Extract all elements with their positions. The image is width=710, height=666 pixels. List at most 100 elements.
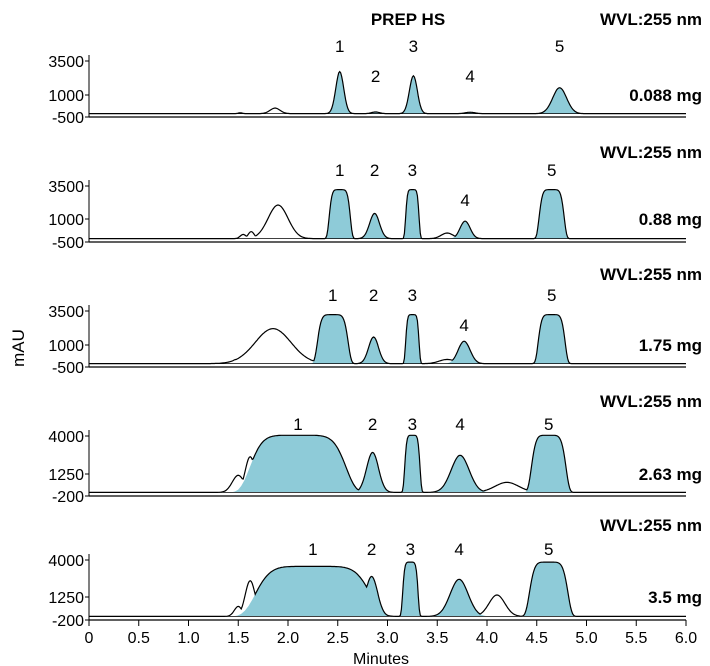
y-tick-label: -500 xyxy=(52,110,84,127)
x-tick-label: 5.0 xyxy=(575,630,597,647)
peak-area-3 xyxy=(399,314,426,364)
chart-panels: 3500 1000 -500 1 2 3 4 5 WVL:255 nm 0.088 mg 3500 1… xyxy=(48,10,702,630)
trace-line xyxy=(89,70,686,115)
x-tick-label: 5.5 xyxy=(625,630,647,647)
panel-wavelength-label: WVL:255 nm xyxy=(600,265,702,284)
y-tick-label: 1000 xyxy=(48,338,84,355)
y-tick-label: -200 xyxy=(52,613,84,630)
peak-label: 4 xyxy=(460,191,469,210)
peak-label: 1 xyxy=(335,161,344,180)
panel-mass-label: 2.63 mg xyxy=(639,465,702,484)
peak-area-5 xyxy=(514,435,583,493)
trace-line xyxy=(89,434,686,493)
y-tick-label: 4000 xyxy=(48,429,84,446)
y-tick-label: 3500 xyxy=(48,179,84,196)
panel-wavelength-label: WVL:255 nm xyxy=(600,10,702,29)
y-tick-label: 1250 xyxy=(48,590,84,607)
peak-area-2 xyxy=(357,337,390,364)
peak-label: 2 xyxy=(367,540,376,559)
chart-panel-4: 4000 1250 -200 1 2 3 4 5 WVL:255 nm 2.63 mg xyxy=(48,392,702,506)
x-axis: 0 0.5 1.0 1.5 2.0 2.5 3.0 3.5 4.0 4.5 5.0 5.5 6.0 xyxy=(85,620,697,647)
x-tick-label: 4.0 xyxy=(476,630,498,647)
peak-label: 1 xyxy=(328,286,337,305)
x-tick-label: 3.0 xyxy=(376,630,398,647)
peak-area-1 xyxy=(318,189,361,239)
chart-panel-2: 3500 1000 -500 1 2 3 4 5 WVL:255 nm 0.88 mg xyxy=(48,143,702,252)
peak-label: 4 xyxy=(459,316,468,335)
peak-area-3 xyxy=(395,562,426,617)
y-tick-label: 3500 xyxy=(48,304,84,321)
peak-area-5 xyxy=(537,87,582,114)
y-tick-label: -500 xyxy=(52,360,84,377)
peak-label: 3 xyxy=(408,161,417,180)
peak-area-1 xyxy=(302,314,363,364)
panel-wavelength-label: WVL:255 nm xyxy=(600,516,702,535)
peak-label: 5 xyxy=(544,415,553,434)
trace-line xyxy=(89,314,686,365)
trace-line xyxy=(89,561,686,617)
peak-label: 3 xyxy=(406,540,415,559)
panel-mass-label: 3.5 mg xyxy=(648,588,702,607)
peak-label: 2 xyxy=(370,161,379,180)
panel-mass-label: 1.75 mg xyxy=(639,336,702,355)
x-tick-label: 1.0 xyxy=(177,630,199,647)
peak-label: 5 xyxy=(547,161,556,180)
peak-label: 1 xyxy=(293,415,302,434)
panel-mass-label: 0.088 mg xyxy=(629,86,702,105)
peak-area-4 xyxy=(431,455,489,493)
x-axis-label: Minutes xyxy=(353,651,409,666)
peak-label: 3 xyxy=(408,286,417,305)
x-tick-label: 2.0 xyxy=(277,630,299,647)
peak-area-5 xyxy=(527,189,577,239)
peak-label: 5 xyxy=(544,540,553,559)
peak-label: 1 xyxy=(308,540,317,559)
peak-area-5 xyxy=(525,314,579,364)
peak-area-5 xyxy=(510,562,587,617)
panel-wavelength-label: WVL:255 nm xyxy=(600,143,702,162)
peak-area-2 xyxy=(353,452,392,493)
peak-label: 4 xyxy=(454,540,463,559)
y-tick-label: 1000 xyxy=(48,212,84,229)
panel-wavelength-label: WVL:255 nm xyxy=(600,392,702,411)
trace-line xyxy=(89,189,686,240)
panel-mass-label: 0.88 mg xyxy=(639,210,702,229)
peak-area-4 xyxy=(430,579,488,617)
peak-area-2 xyxy=(358,213,391,239)
x-tick-label: 1.5 xyxy=(227,630,249,647)
peak-area-3 xyxy=(400,75,427,114)
peak-label: 3 xyxy=(408,415,417,434)
peak-label: 2 xyxy=(371,67,380,86)
y-tick-label: -500 xyxy=(52,235,84,252)
x-tick-label: 0 xyxy=(85,630,94,647)
y-tick-label: 4000 xyxy=(48,553,84,570)
peak-label: 5 xyxy=(555,37,564,56)
chart-title: PREP HS xyxy=(371,10,445,29)
x-tick-label: 6.0 xyxy=(675,630,697,647)
x-tick-label: 0.5 xyxy=(128,630,150,647)
x-tick-label: 3.5 xyxy=(426,630,448,647)
peak-area-1 xyxy=(327,71,353,114)
peak-label: 4 xyxy=(465,67,474,86)
peak-label: 1 xyxy=(335,37,344,56)
peak-area-1 xyxy=(203,435,393,493)
peak-label: 5 xyxy=(547,286,556,305)
y-tick-label: 1250 xyxy=(48,467,84,484)
peak-label: 2 xyxy=(369,286,378,305)
peak-area-3 xyxy=(399,189,426,239)
peak-label: 4 xyxy=(455,415,464,434)
y-tick-label: -200 xyxy=(52,489,84,506)
chart-panel-1: 3500 1000 -500 1 2 3 4 5 WVL:255 nm 0.088 mg xyxy=(48,10,702,127)
y-tick-label: 1000 xyxy=(48,88,84,105)
peak-area-4 xyxy=(454,112,486,114)
peak-area-3 xyxy=(397,435,428,493)
x-tick-label: 4.5 xyxy=(526,630,548,647)
chart-panel-3: 3500 1000 -500 1 2 3 4 5 WVL:255 nm 1.75 mg xyxy=(48,265,702,377)
y-tick-label: 3500 xyxy=(48,54,84,71)
peak-label: 2 xyxy=(368,415,377,434)
chart-panel-5: 4000 1250 -200 1 2 3 4 5 WVL:255 nm 3.5 mg xyxy=(48,516,702,630)
peak-area-1 xyxy=(199,566,427,617)
x-tick-label: 2.5 xyxy=(327,630,349,647)
peak-label: 3 xyxy=(409,37,418,56)
y-axis-label: mAU xyxy=(9,329,28,367)
